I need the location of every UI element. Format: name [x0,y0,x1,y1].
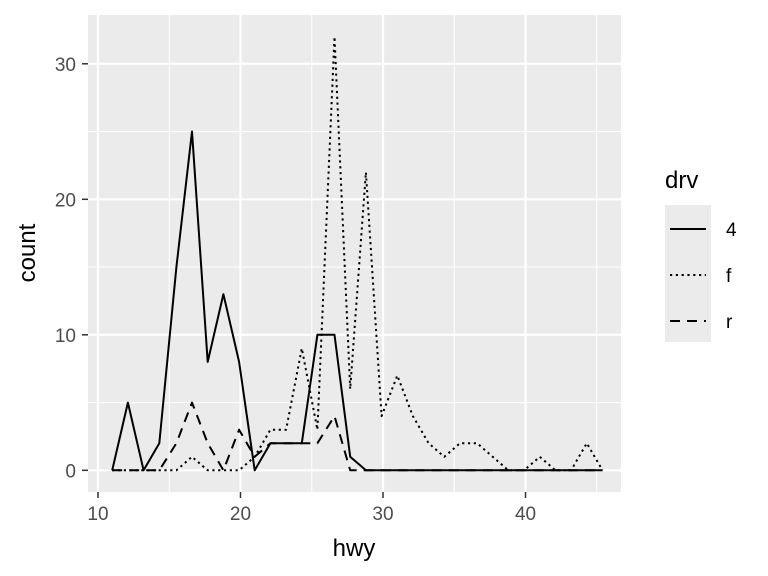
legend: drv 4 f r [665,167,737,342]
y-tick-label: 10 [55,326,76,347]
x-tick-label: 40 [515,504,536,525]
series-line-f [112,35,604,472]
legend-label-r: r [726,312,733,333]
legend-title: drv [665,167,698,194]
x-tick-label: 20 [230,504,251,525]
y-axis: 0 10 20 30 [55,55,88,482]
legend-key-background [665,205,711,342]
legend-items: 4 f r [670,220,737,333]
y-tick-label: 0 [65,461,76,482]
series-line-r [112,401,603,472]
x-axis-title: hwy [333,535,376,562]
legend-label-4: 4 [726,220,737,241]
plot-panel [88,15,621,492]
x-tick-label: 30 [372,504,393,525]
y-tick-label: 20 [55,190,76,211]
y-axis-title: count [14,223,41,282]
x-axis: 10 20 30 40 [87,492,536,525]
legend-label-f: f [726,266,732,287]
minor-gridlines [88,15,621,492]
x-tick-label: 10 [87,504,108,525]
y-tick-label: 30 [55,55,76,76]
series-lines [111,35,604,472]
